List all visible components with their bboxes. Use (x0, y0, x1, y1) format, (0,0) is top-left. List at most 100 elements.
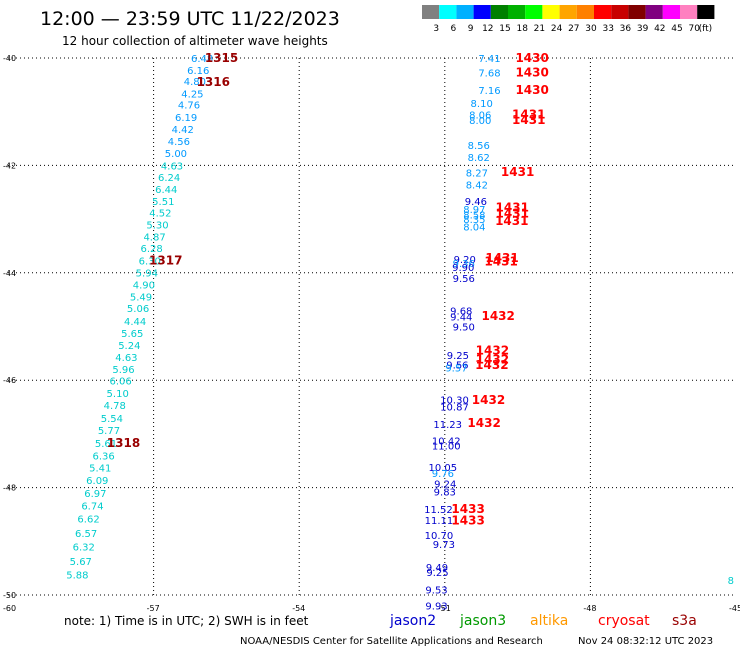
satellite-legend-s3a: s3a (672, 613, 697, 629)
wave-height-value: 9.36 (453, 259, 475, 270)
wave-height-value: 9.93 (425, 602, 447, 613)
wave-height-value: 9.56 (446, 361, 468, 372)
wave-height-value: 5.00 (165, 149, 187, 160)
scale-swatch (542, 5, 560, 19)
wave-height-value: 5.96 (112, 365, 134, 376)
pass-time-label: 1318 (107, 436, 140, 450)
scale-unit: (ft) (699, 24, 713, 34)
wave-height-value: 4.25 (181, 89, 203, 100)
wave-height-value: 6.32 (73, 543, 95, 554)
footer-note: note: 1) Time is in UTC; 2) SWH is in fe… (64, 614, 309, 628)
scale-label: 45 (671, 24, 682, 34)
wave-height-value: 8.62 (468, 153, 490, 164)
satellite-legend-jason3: jason3 (459, 613, 506, 629)
longitude-label: -60 (3, 604, 16, 613)
wave-height-value: 9.25 (426, 568, 448, 579)
wave-height-value: 8 (728, 576, 734, 587)
wave-height-value: 10.87 (440, 403, 469, 414)
wave-height-value: 6.36 (92, 451, 114, 462)
pass-time-label: 1432 (467, 416, 500, 430)
wave-height-value: 8.56 (468, 141, 490, 152)
wave-height-value: 6.48 (191, 54, 213, 65)
wave-height-value: 5.77 (98, 426, 120, 437)
pass-time-label: 1431 (512, 113, 545, 127)
wave-height-value: 9.44 (450, 312, 472, 323)
pass-time-label: 1431 (496, 200, 529, 214)
footer-timestamp: Nov 24 08:32:12 UTC 2023 (578, 636, 713, 647)
pass-time-label: 1433 (451, 502, 484, 516)
wave-height-value: 4.56 (168, 137, 190, 148)
scale-label: 15 (499, 24, 510, 34)
latitude-label: -44 (3, 269, 16, 278)
footer-credit: NOAA/NESDIS Center for Satellite Applica… (240, 636, 543, 647)
scale-swatch (439, 5, 457, 19)
wave-height-value: 6.19 (175, 113, 197, 124)
wave-height-value: 9.76 (432, 469, 454, 480)
wave-height-value: 4.76 (178, 101, 200, 112)
wave-height-value: 9.50 (453, 323, 475, 334)
latitude-label: -50 (3, 591, 16, 600)
wave-height-value: 5.65 (121, 329, 143, 340)
latitude-label: -40 (3, 54, 16, 63)
longitude-label: -48 (583, 604, 596, 613)
wave-height-value: 11.00 (432, 442, 461, 453)
wave-height-value: 11.11 (425, 516, 454, 527)
wave-height-value: 6.74 (81, 501, 103, 512)
wave-height-value: 8.10 (471, 99, 493, 110)
wave-height-color-scale: 3 6 9 12 15 18 21 24 27 30 33 36 39 42 45 70(ft) (422, 5, 715, 34)
satellite-legend-cryosat: cryosat (598, 613, 650, 629)
scale-label: 70 (688, 24, 700, 34)
wave-height-value: 4.87 (143, 232, 165, 243)
wave-height-value: 4.44 (124, 317, 146, 328)
satellite-legend: jason2 jason3 altika cryosat s3a (389, 613, 697, 629)
wave-height-value: 5.51 (152, 197, 174, 208)
scale-label: 21 (534, 24, 545, 34)
pass-time-label: 1430 (515, 65, 548, 79)
wave-height-value: 11.52 (424, 505, 453, 516)
wave-height-value: 8.58 (463, 210, 485, 221)
scale-label: 3 (433, 24, 439, 34)
latitude-label: -42 (3, 161, 16, 170)
wave-height-value: 8.00 (469, 116, 491, 127)
wave-height-value: 6.44 (155, 185, 177, 196)
wave-height-value: 9.68 (450, 306, 472, 317)
pass-time-label: 1432 (481, 309, 514, 323)
wave-height-value: 6.30 (139, 256, 161, 267)
wave-height-value: 10.30 (440, 396, 469, 407)
scale-label: 33 (602, 24, 613, 34)
scale-label: 24 (551, 24, 563, 34)
wave-height-value: 5.67 (70, 557, 92, 568)
pass-time-label: 1431 (501, 165, 534, 179)
map-grid (8, 57, 736, 596)
wave-height-value: 6.62 (77, 515, 99, 526)
wave-height-value: 6.97 (84, 489, 106, 500)
wave-height-value: 8.27 (466, 168, 488, 179)
pass-time-label: 1432 (476, 352, 509, 366)
wave-height-value: 9.24 (434, 479, 456, 490)
wave-height-value: 8.04 (463, 223, 485, 234)
latitude-label: -46 (3, 376, 16, 385)
latitude-labels: -40 -42 -44 -46 -48 -50 (3, 54, 16, 600)
scale-label: 12 (482, 24, 493, 34)
longitude-label: -54 (292, 604, 305, 613)
wave-height-value: 5.61 (95, 439, 117, 450)
scale-swatch (559, 5, 577, 19)
wave-height-value: 6.28 (141, 244, 163, 255)
wave-height-value: 9.46 (465, 197, 487, 208)
wave-height-value: 10.42 (432, 436, 461, 447)
wave-height-value: 6.06 (109, 377, 131, 388)
wave-height-value: 7.16 (478, 86, 500, 97)
wave-height-value: 9.25 (447, 351, 469, 362)
wave-height-value: 5.49 (130, 292, 152, 303)
wave-height-value: 4.63 (161, 161, 183, 172)
pass-time-label: 1316 (197, 75, 230, 89)
scale-swatch (697, 5, 715, 19)
pass-time-label: 1315 (205, 51, 238, 65)
longitude-label: -57 (147, 604, 160, 613)
pass-time-label: 1431 (496, 207, 529, 221)
scale-swatch (422, 5, 440, 19)
scale-label: 9 (468, 24, 474, 34)
scale-label: 30 (585, 24, 597, 34)
scale-swatch (490, 5, 508, 19)
